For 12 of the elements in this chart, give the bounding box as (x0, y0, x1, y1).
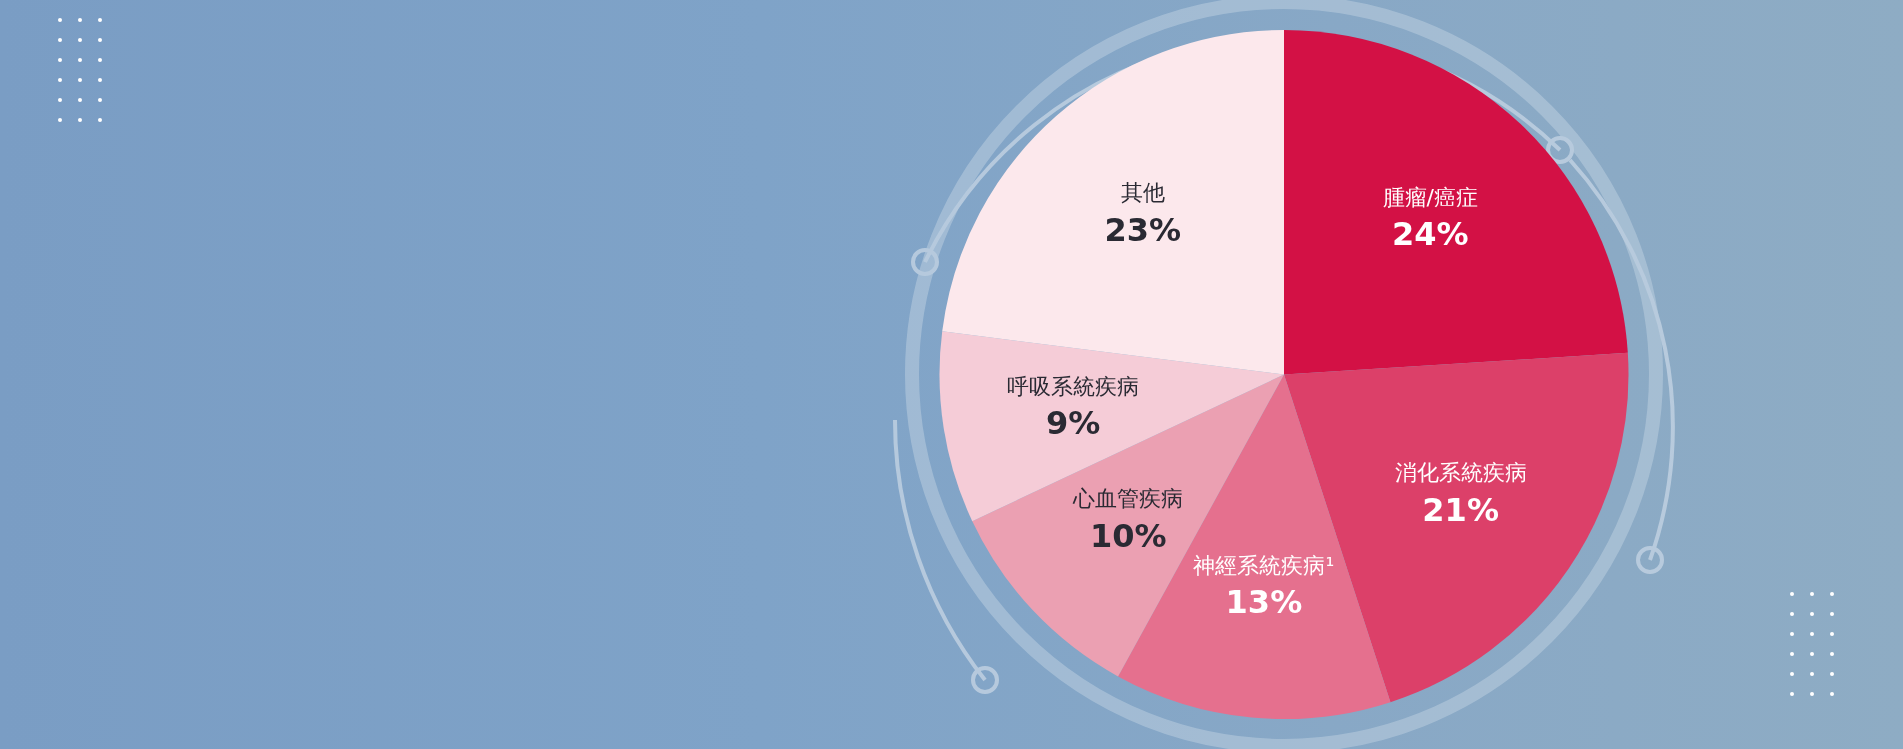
slice-label: 其他 (1120, 180, 1165, 205)
data-label: 23% (1104, 210, 1182, 249)
data-label: 24% (1391, 215, 1469, 254)
data-label: 9% (1045, 404, 1101, 443)
data-label: 10% (1090, 517, 1167, 556)
slice-label: 腫瘤/癌症 (1382, 184, 1478, 210)
slice-label: 神經系統疾病¹ (1193, 552, 1335, 578)
data-label: 21% (1422, 490, 1499, 529)
slice-label: 心血管疾病 (1072, 486, 1184, 512)
slice-label: 消化系統疾病 (1394, 460, 1527, 486)
data-label: 13% (1225, 583, 1303, 622)
slice-label: 呼吸系統疾病 (1007, 373, 1140, 399)
